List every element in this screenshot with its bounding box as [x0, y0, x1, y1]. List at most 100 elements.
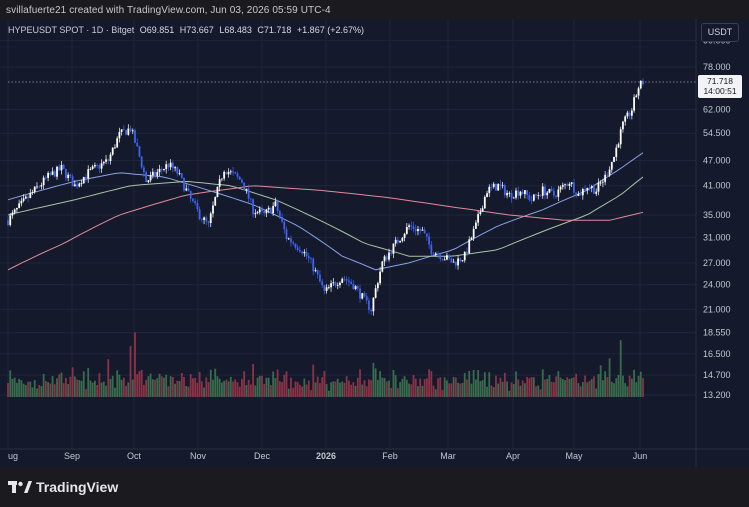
volume-bar: [568, 379, 571, 397]
candle-up: [595, 191, 598, 194]
candle-up: [474, 222, 477, 229]
volume-bar: [163, 377, 165, 397]
volume-bar: [508, 390, 511, 397]
candle-up: [60, 165, 63, 171]
candle-down: [356, 286, 359, 289]
candle-down: [180, 173, 183, 178]
candle-up: [541, 186, 544, 196]
volume-bar: [24, 384, 27, 397]
candle-up: [158, 168, 161, 173]
candle-down: [238, 176, 241, 180]
candle-up: [78, 183, 81, 187]
volume-bar: [151, 379, 154, 397]
candle-up: [488, 186, 491, 194]
chart-panel[interactable]: 13.200 14.700 16.500 18.550 21.000 24.000 27.0…: [0, 19, 749, 467]
candle-up: [218, 179, 221, 187]
volume-bar: [272, 371, 275, 397]
candle-up: [174, 167, 177, 169]
time-tick-label: Feb: [382, 451, 398, 461]
candle-down: [575, 192, 578, 196]
volume-bar: [114, 387, 116, 397]
candle-down: [584, 188, 586, 191]
volume-bar: [252, 364, 254, 397]
volume-bar: [105, 385, 107, 397]
volume-bar: [294, 381, 297, 397]
volume-bar: [410, 384, 413, 397]
volume-bar: [236, 382, 239, 397]
legend-close: C71.718: [257, 25, 292, 35]
volume-bar: [359, 369, 361, 397]
price-tick-label: 47.000: [703, 156, 731, 166]
candle-up: [109, 154, 112, 162]
price-tick-label: 14.700: [703, 370, 731, 380]
candle-up: [615, 147, 618, 158]
candle-up: [597, 182, 600, 192]
volume-bar: [131, 379, 134, 397]
volume-bar: [615, 378, 618, 397]
candle-down: [343, 278, 346, 280]
candle-down: [454, 261, 457, 266]
candle-down: [499, 184, 502, 186]
volume-bar: [107, 359, 110, 397]
bar-countdown: 14:00:51: [703, 86, 737, 96]
candle-up: [120, 129, 123, 132]
currency-button[interactable]: USDT: [701, 23, 739, 42]
candle-down: [305, 251, 308, 257]
candle-up: [336, 285, 339, 286]
candle-up: [519, 191, 522, 196]
volume-bar: [343, 382, 346, 397]
candle-up: [457, 258, 459, 266]
volume-bar: [22, 383, 25, 397]
candle-down: [69, 174, 72, 177]
volume-bar: [546, 378, 549, 397]
candle-up: [443, 259, 446, 261]
volume-bar: [287, 388, 290, 397]
candle-down: [71, 176, 74, 187]
candle-up: [446, 255, 448, 260]
candle-down: [550, 188, 553, 191]
candle-up: [67, 174, 70, 179]
time-tick-label: Oct: [127, 451, 142, 461]
volume-bar: [601, 380, 604, 397]
volume-bar: [499, 377, 502, 397]
candle-down: [535, 194, 537, 196]
candle-up: [372, 297, 375, 312]
candle-up: [185, 188, 188, 191]
volume-bar: [160, 376, 163, 397]
candle-up: [613, 157, 615, 162]
candle-up: [388, 252, 390, 260]
volume-bars: [7, 332, 644, 397]
candle-down: [307, 256, 310, 259]
candle-down: [143, 167, 145, 173]
volume-bar: [635, 382, 638, 397]
volume-bar: [267, 377, 270, 397]
candle-down: [261, 209, 263, 211]
candle-up: [376, 283, 379, 289]
volume-bar: [584, 375, 586, 397]
volume-bar: [617, 374, 620, 397]
volume-bar: [274, 378, 277, 397]
volume-bar: [461, 382, 464, 397]
volume-bar: [392, 369, 395, 397]
volume-bar: [174, 383, 177, 397]
candle-down: [579, 194, 582, 196]
volume-bar: [169, 376, 172, 397]
candle-up: [80, 183, 83, 185]
candle-down: [628, 112, 631, 116]
volume-bar: [608, 358, 611, 397]
candle-down: [428, 236, 431, 245]
volume-bar: [423, 379, 426, 397]
moving-average-line: [7, 185, 644, 271]
candle-up: [577, 194, 580, 196]
candle-down: [207, 221, 210, 224]
volume-bar: [27, 381, 29, 397]
candle-down: [544, 186, 546, 196]
time-tick-label: Jun: [633, 451, 648, 461]
volume-bar: [305, 384, 308, 397]
volume-bar: [60, 372, 63, 397]
candle-up: [332, 282, 335, 284]
chart-canvas[interactable]: 13.200 14.700 16.500 18.550 21.000 24.000 27.0…: [0, 19, 749, 467]
candle-up: [258, 209, 261, 213]
candle-up: [548, 188, 551, 193]
volume-bar: [82, 371, 85, 397]
